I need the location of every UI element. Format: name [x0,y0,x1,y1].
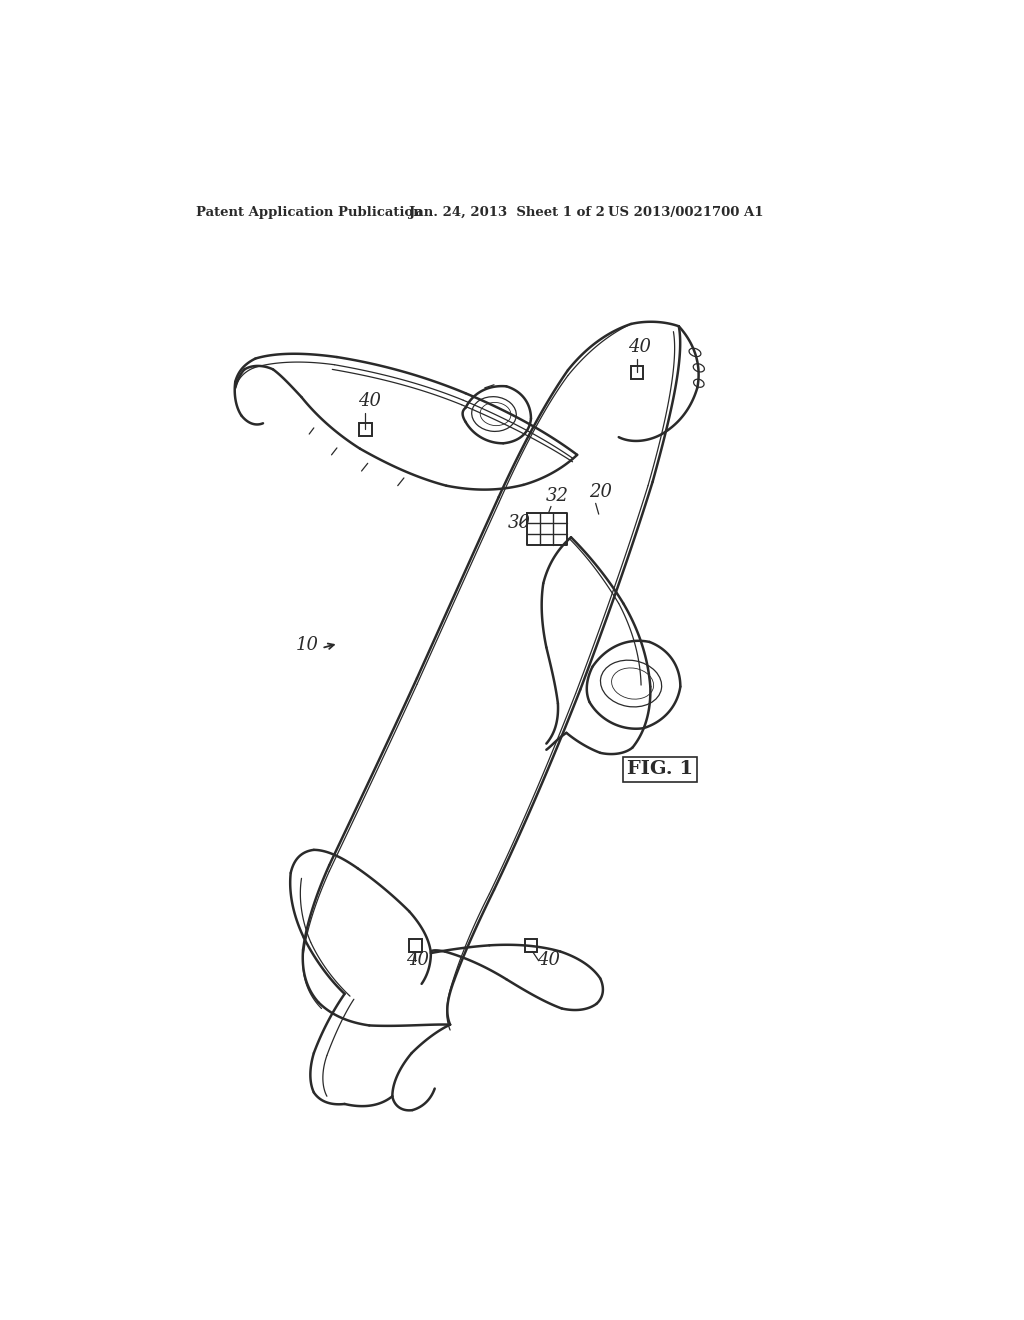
Text: FIG. 1: FIG. 1 [628,760,693,779]
Text: Jan. 24, 2013  Sheet 1 of 2: Jan. 24, 2013 Sheet 1 of 2 [410,206,605,219]
Text: 32: 32 [546,487,568,506]
Text: 10: 10 [296,636,319,653]
Text: 40: 40 [407,952,429,969]
Bar [631,367,643,379]
Text: Patent Application Publication: Patent Application Publication [196,206,423,219]
Text: 40: 40 [357,392,381,411]
Text: 30: 30 [508,513,530,532]
Bar [359,424,372,436]
Text: US 2013/0021700 A1: US 2013/0021700 A1 [608,206,764,219]
Bar [524,940,538,952]
Text: 40: 40 [628,338,651,356]
Text: 20: 20 [590,483,612,502]
Text: 40: 40 [538,952,560,969]
Bar [410,940,422,952]
